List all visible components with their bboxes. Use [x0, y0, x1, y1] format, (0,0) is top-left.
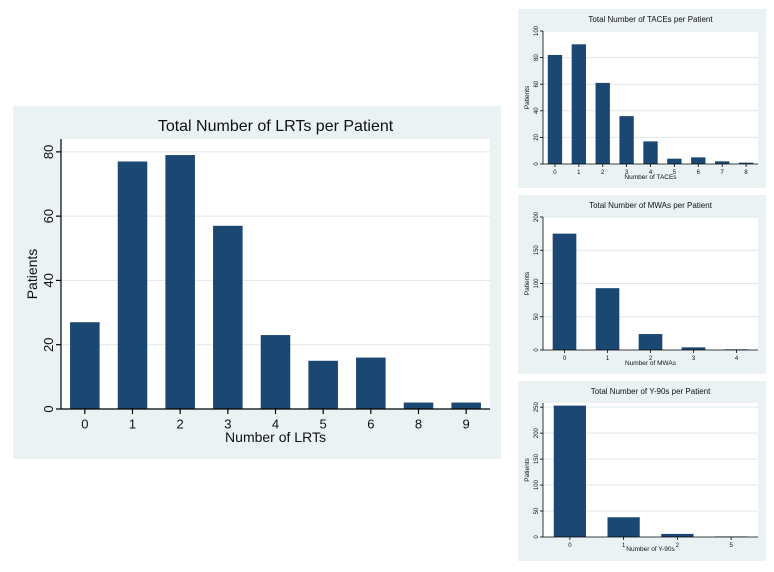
bar-5 [667, 158, 682, 164]
y-tick-label: 250 [534, 401, 540, 412]
chart-panel-y90s: 0 50 100 150 200 250 0 1 2 5 Total Number of Y-90s… [518, 381, 766, 561]
chart-title: Total Number of MWAs per Patient [589, 201, 713, 210]
bar-2 [165, 155, 195, 409]
y-tick-label: 20 [534, 133, 540, 140]
x-tick-label: 5 [673, 170, 677, 176]
y-tick-label: 40 [41, 273, 56, 287]
x-tick-label: 1 [577, 170, 581, 176]
y-axis-label: Patients [24, 249, 40, 300]
chart-panel-lrts: 0 20 40 60 80 0 1 2 3 4 5 6 8 9 Total Number of LRTs p… [13, 106, 501, 459]
y-tick-label: 50 [534, 313, 540, 320]
y-tick-label: 40 [534, 107, 540, 114]
x-tick-label: 9 [463, 416, 470, 431]
x-tick-label: 4 [649, 170, 653, 176]
bar-6 [691, 157, 706, 164]
bar-6 [356, 357, 386, 409]
x-tick-label: 6 [367, 416, 374, 431]
x-tick-label: 1 [622, 543, 626, 549]
y-tick-label: 200 [534, 211, 540, 222]
y-tick-label: 0 [534, 162, 540, 166]
y-tick-label: 50 [534, 507, 540, 514]
x-tick-label: 0 [553, 170, 557, 176]
bar-0 [547, 54, 563, 164]
bar-1 [117, 161, 148, 409]
bar-0 [553, 405, 586, 537]
x-tick-label: 4 [735, 356, 739, 362]
y-tick-label: 100 [534, 25, 540, 36]
y-tick-label: 0 [534, 535, 540, 539]
bar-7 [715, 161, 730, 164]
chart-svg-lrts: 0 20 40 60 80 0 1 2 3 4 5 6 8 9 Total Number of LRTs p… [24, 118, 490, 445]
bar-8 [738, 162, 754, 164]
y-tick-label: 150 [534, 453, 540, 464]
y-tick-label: 0 [534, 348, 540, 352]
x-axis-label: Number of TACEs [624, 174, 677, 181]
y-tick-label: 60 [534, 80, 540, 87]
bar-1 [571, 44, 586, 164]
bar-2 [595, 82, 610, 164]
bar-3 [681, 347, 706, 350]
y-tick-label: 80 [41, 145, 56, 159]
x-tick-label: 2 [649, 356, 653, 362]
chart-svg-y90s: 0 50 100 150 200 250 0 1 2 5 Total Number of Y-90s… [524, 387, 758, 553]
bar-2 [661, 533, 694, 537]
bar-5 [308, 360, 338, 409]
y-axis-label: Patients [524, 85, 531, 109]
x-tick-label: 1 [606, 356, 610, 362]
chart-title: Total Number of Y-90s per Patient [591, 387, 711, 396]
x-tick-label: 5 [729, 543, 733, 549]
chart-panel-mwas: 0 50 100 150 200 0 1 2 3 4 Total Number of MWAs pe… [518, 195, 766, 374]
bar-3 [619, 116, 634, 164]
x-tick-label: 2 [676, 543, 680, 549]
y-tick-label: 100 [534, 278, 540, 289]
y-tick-label: 200 [534, 427, 540, 438]
y-tick-label: 60 [41, 209, 56, 223]
chart-panel-taces: 0 20 40 60 80 100 0 1 2 3 4 5 6 7 8 Total Number of TAC… [518, 9, 766, 188]
x-tick-label: 3 [224, 416, 231, 431]
bar-8 [403, 402, 434, 409]
y-tick-label: 80 [534, 54, 540, 61]
bar-0 [552, 233, 577, 350]
y-tick-label: 150 [534, 245, 540, 256]
bar-4 [643, 141, 658, 164]
x-tick-label: 8 [744, 170, 748, 176]
bar-1 [607, 517, 640, 537]
x-tick-label: 1 [129, 416, 136, 431]
bar-4 [260, 335, 291, 409]
x-tick-label: 0 [568, 543, 572, 549]
x-axis-label: Number of MWAs [625, 360, 677, 367]
bar-9 [451, 402, 481, 409]
chart-title: Total Number of LRTs per Patient [158, 118, 394, 135]
x-tick-label: 4 [272, 416, 279, 431]
x-tick-label: 0 [81, 416, 88, 431]
x-tick-label: 5 [320, 416, 327, 431]
chart-svg-mwas: 0 50 100 150 200 0 1 2 3 4 Total Number of MWAs pe… [524, 201, 758, 367]
x-tick-label: 6 [697, 170, 701, 176]
bar-1 [595, 288, 620, 350]
chart-title: Total Number of TACEs per Patient [588, 15, 713, 24]
chart-svg-taces: 0 20 40 60 80 100 0 1 2 3 4 5 6 7 8 Total Number of TAC… [524, 15, 758, 181]
x-tick-label: 8 [415, 416, 422, 431]
x-tick-label: 3 [692, 356, 696, 362]
y-axis-label: Patients [524, 458, 531, 482]
x-axis-label: Number of Y-90s [626, 546, 675, 553]
y-axis-label: Patients [524, 271, 531, 295]
x-tick-label: 2 [601, 170, 605, 176]
y-tick-label: 100 [534, 479, 540, 490]
x-tick-label: 2 [177, 416, 184, 431]
x-tick-label: 0 [563, 356, 567, 362]
bar-2 [638, 334, 663, 350]
x-tick-label: 3 [625, 170, 629, 176]
y-tick-label: 0 [41, 405, 56, 412]
x-tick-label: 7 [720, 170, 724, 176]
y-tick-label: 20 [41, 337, 56, 351]
x-axis-label: Number of LRTs [225, 429, 326, 445]
bar-0 [70, 322, 100, 409]
bar-3 [213, 225, 243, 409]
